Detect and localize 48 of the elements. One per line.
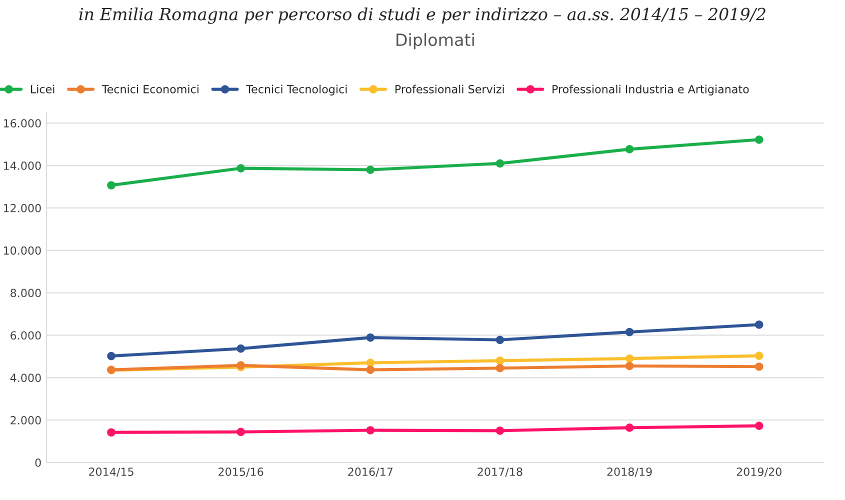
legend-label: Professionali Industria e Artigianato — [552, 84, 749, 96]
point — [625, 424, 634, 432]
point — [496, 336, 504, 344]
legend-label: Licei — [31, 84, 54, 94]
legend-label: Tecnici Tecnologici — [246, 84, 347, 96]
y-tick-label: 2.000 — [10, 416, 41, 424]
point — [625, 328, 634, 336]
chart-title: Diplomati — [396, 33, 474, 50]
point — [496, 159, 504, 168]
point — [754, 320, 764, 329]
point — [107, 428, 116, 437]
y-tick-label: 8.000 — [10, 288, 41, 298]
point — [366, 166, 375, 174]
x-tick-label: 2015/16 — [218, 468, 264, 477]
x-tick-label: 2017/18 — [478, 468, 522, 477]
legend-label: Tecnici Economici — [102, 84, 198, 94]
legend-label: Professionali Servizi — [396, 84, 504, 94]
point — [625, 362, 634, 370]
point — [236, 428, 245, 436]
x-tick-label: 2014/15 — [88, 468, 134, 477]
point — [496, 364, 504, 372]
y-tick-label: 12.000 — [4, 204, 41, 212]
point — [754, 362, 764, 371]
point — [754, 422, 764, 430]
point — [496, 356, 504, 365]
point — [496, 426, 504, 435]
point — [107, 181, 116, 190]
point — [236, 164, 245, 172]
point — [625, 354, 634, 363]
x-tick-label: 2018/19 — [607, 468, 652, 477]
x-tick-label: 2019/20 — [736, 468, 782, 477]
point — [754, 352, 764, 360]
y-tick-label: 14.000 — [4, 162, 41, 170]
point — [236, 344, 245, 353]
y-tick-label: 6.000 — [10, 331, 41, 340]
point — [754, 135, 764, 144]
y-tick-label: 4.000 — [10, 374, 41, 382]
point — [625, 145, 634, 154]
y-tick-label: 10.000 — [4, 246, 41, 255]
y-tick-label: 16.000 — [4, 119, 41, 128]
y-tick-label: 0 — [35, 458, 41, 467]
point — [366, 426, 375, 434]
point — [366, 358, 375, 367]
point — [366, 366, 375, 374]
text: in Emilia Romagna per percorso di studi e per indirizzo – aa.ss. 2014/15 – 2019/2 — [79, 8, 766, 24]
x-tick-label: 2016/17 — [348, 468, 393, 477]
point — [366, 333, 375, 342]
point — [107, 352, 116, 360]
